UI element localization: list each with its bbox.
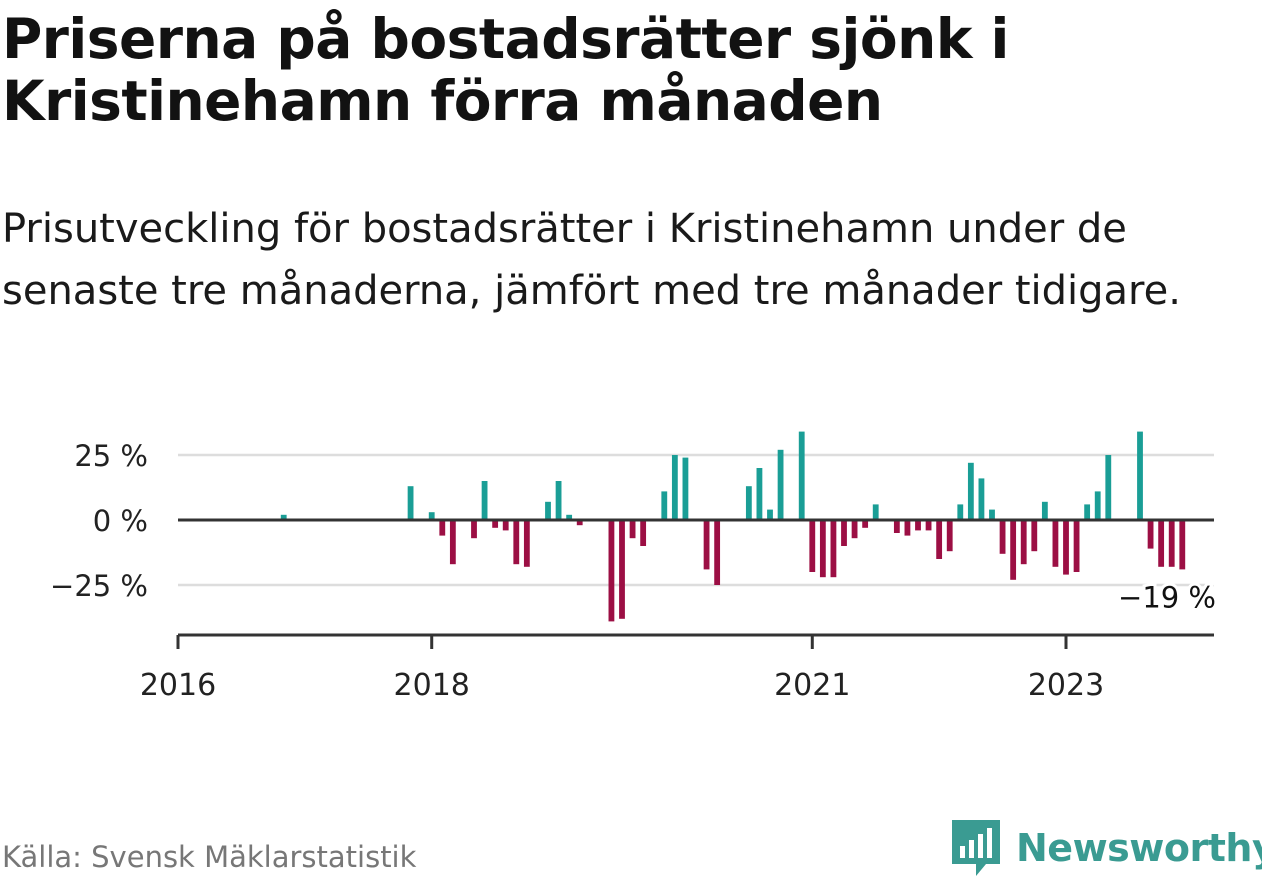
source-note: Källa: Svensk Mäklarstatistik bbox=[2, 840, 417, 874]
bar bbox=[745, 486, 752, 520]
bar bbox=[1168, 520, 1175, 567]
bar bbox=[841, 520, 847, 546]
bar bbox=[809, 520, 816, 572]
bar-chart: 25 % 0 % −25 % 2016 2018 2021 2023 −19 % bbox=[50, 431, 1219, 700]
bar bbox=[682, 457, 689, 520]
bar bbox=[1147, 520, 1154, 549]
bar bbox=[957, 504, 964, 520]
bar bbox=[756, 468, 763, 520]
bar bbox=[629, 520, 636, 539]
bar bbox=[767, 509, 773, 520]
newsworthy-logo-icon bbox=[952, 820, 1000, 876]
bar bbox=[1073, 520, 1080, 572]
chart-subtitle: Prisutveckling för bostadsrätter i Krist… bbox=[2, 206, 1181, 314]
bar bbox=[576, 520, 583, 526]
bars bbox=[280, 431, 1186, 622]
bar bbox=[545, 501, 551, 520]
bar bbox=[407, 486, 414, 520]
bar bbox=[703, 520, 710, 570]
y-tick-label: −25 % bbox=[50, 569, 148, 603]
bar bbox=[566, 514, 573, 520]
last-value-label: −19 % bbox=[1118, 580, 1216, 614]
bar bbox=[1084, 504, 1091, 520]
bar bbox=[608, 520, 615, 622]
bar bbox=[671, 455, 678, 520]
bar bbox=[1158, 520, 1165, 567]
bar bbox=[830, 520, 837, 578]
bar bbox=[1020, 520, 1027, 565]
bar bbox=[492, 520, 499, 528]
bar bbox=[1031, 520, 1038, 552]
bar bbox=[449, 520, 456, 565]
x-tick-label: 2023 bbox=[1028, 668, 1104, 700]
x-tick-label: 2021 bbox=[774, 668, 850, 700]
bar bbox=[904, 520, 911, 536]
bar bbox=[1179, 520, 1186, 570]
bar bbox=[502, 520, 509, 531]
bar bbox=[1137, 431, 1143, 520]
bar bbox=[280, 514, 287, 520]
bar bbox=[1063, 520, 1069, 575]
bar bbox=[936, 520, 943, 559]
bar bbox=[481, 481, 488, 520]
bar bbox=[946, 520, 953, 552]
axes bbox=[176, 518, 1214, 649]
bar bbox=[925, 520, 932, 531]
bar bbox=[967, 462, 974, 520]
bar bbox=[661, 491, 668, 520]
bar bbox=[1094, 491, 1101, 520]
bar bbox=[640, 520, 647, 546]
bar bbox=[777, 449, 784, 520]
y-tick-label: 25 % bbox=[74, 439, 148, 473]
bar bbox=[619, 520, 625, 619]
gridlines bbox=[178, 453, 1214, 587]
bar bbox=[1052, 520, 1059, 567]
brand-name: Newsworthy bbox=[1016, 826, 1262, 870]
bar bbox=[893, 520, 900, 533]
bar bbox=[555, 481, 562, 520]
bar bbox=[872, 504, 879, 520]
y-tick-label: 0 % bbox=[93, 504, 148, 538]
bar bbox=[862, 520, 869, 528]
bar bbox=[989, 509, 995, 520]
bar bbox=[819, 520, 826, 578]
bar bbox=[1010, 520, 1017, 580]
bar bbox=[714, 520, 721, 585]
bar bbox=[999, 520, 1006, 554]
bar bbox=[471, 520, 477, 539]
x-tick-label: 2016 bbox=[140, 668, 216, 700]
tick-labels: 25 % 0 % −25 % 2016 2018 2021 2023 −19 % bbox=[50, 439, 1219, 700]
bar bbox=[798, 431, 805, 520]
bar bbox=[513, 520, 520, 565]
bar bbox=[523, 520, 530, 567]
bar bbox=[851, 520, 858, 539]
bar bbox=[428, 512, 435, 520]
chart-title: Priserna på bostadsrätter sjönk i Kristi… bbox=[2, 7, 1009, 133]
bar bbox=[915, 520, 921, 531]
bar bbox=[1105, 455, 1112, 520]
x-tick-label: 2018 bbox=[394, 668, 470, 700]
newsworthy-logo: Newsworthy bbox=[950, 818, 1262, 878]
bar bbox=[978, 478, 985, 520]
bar bbox=[1041, 501, 1048, 520]
bar bbox=[439, 520, 446, 536]
